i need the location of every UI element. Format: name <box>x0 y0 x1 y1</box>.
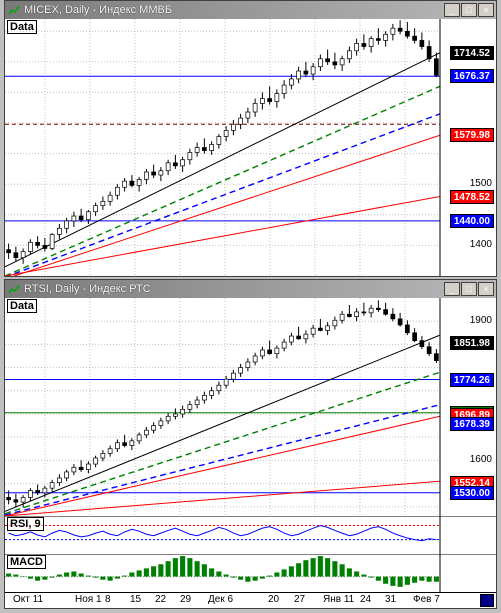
indicator-label: MACD <box>7 555 46 569</box>
y-axis-label: 1500 <box>470 178 492 189</box>
x-tick-label: 31 <box>385 594 396 605</box>
x-tick-label: 24 <box>360 594 371 605</box>
price-tag: 1678.39 <box>450 417 494 431</box>
chart-window-micex: MICEX, Daily - Индекс ММВБ _ □ × Data 14… <box>4 0 497 277</box>
price-tag: 1774.26 <box>450 373 494 387</box>
price-tag: 1440.00 <box>450 214 494 228</box>
close-button[interactable]: × <box>478 282 494 296</box>
price-tag: 1478.52 <box>450 190 494 204</box>
titlebar-micex[interactable]: MICEX, Daily - Индекс ММВБ _ □ × <box>5 1 496 19</box>
x-tick-label: 22 <box>155 594 166 605</box>
chart-area-micex[interactable]: Data 140015001714.521676.371579.981478.5… <box>5 19 496 276</box>
price-tag: 1530.00 <box>450 486 494 500</box>
x-tick-label: Окт 11 <box>13 594 43 605</box>
x-tick-label: 27 <box>294 594 305 605</box>
chart-settings-button[interactable] <box>480 594 494 607</box>
titlebar-rtsi[interactable]: RTSI, Daily - Индекс РТС _ □ × <box>5 280 496 298</box>
price-tag: 1714.52 <box>450 46 494 60</box>
x-tick-label: 29 <box>180 594 191 605</box>
y-axis-label: 1400 <box>470 239 492 250</box>
x-tick-label: 8 <box>105 594 111 605</box>
x-axis: Окт 11 Ноя 18 15 22 29 Дек 6 20 27 Янв 11 24 31 Фев… <box>5 592 496 608</box>
y-axis-label: 1900 <box>470 315 492 326</box>
maximize-button[interactable]: □ <box>461 3 477 17</box>
price-tag: 1579.98 <box>450 128 494 142</box>
minimize-button[interactable]: _ <box>444 3 460 17</box>
chart-icon <box>7 3 21 17</box>
window-title: RTSI, Daily - Индекс РТС <box>24 283 444 295</box>
x-tick-label: Янв 11 <box>323 594 354 605</box>
price-tag: 1676.37 <box>450 69 494 83</box>
app-root: MICEX, Daily - Индекс ММВБ _ □ × Data 14… <box>0 0 501 613</box>
close-button[interactable]: × <box>478 3 494 17</box>
minimize-button[interactable]: _ <box>444 282 460 296</box>
window-title: MICEX, Daily - Индекс ММВБ <box>24 4 444 16</box>
chart-area-rtsi[interactable]: Data 160019001851.981774.261702.721696.8… <box>5 298 496 608</box>
indicator-label: RSI, 9 <box>7 517 44 531</box>
x-tick-label: Ноя 1 <box>75 594 102 605</box>
x-tick-label: 15 <box>130 594 141 605</box>
x-tick-label: Дек 6 <box>208 594 233 605</box>
chart-window-rtsi: RTSI, Daily - Индекс РТС _ □ × Data 1600… <box>4 279 497 609</box>
price-tag: 1851.98 <box>450 336 494 350</box>
x-tick-label: Фев 7 <box>413 594 440 605</box>
chart-icon <box>7 282 21 296</box>
maximize-button[interactable]: □ <box>461 282 477 296</box>
y-axis-label: 1600 <box>470 454 492 465</box>
x-tick-label: 20 <box>268 594 279 605</box>
